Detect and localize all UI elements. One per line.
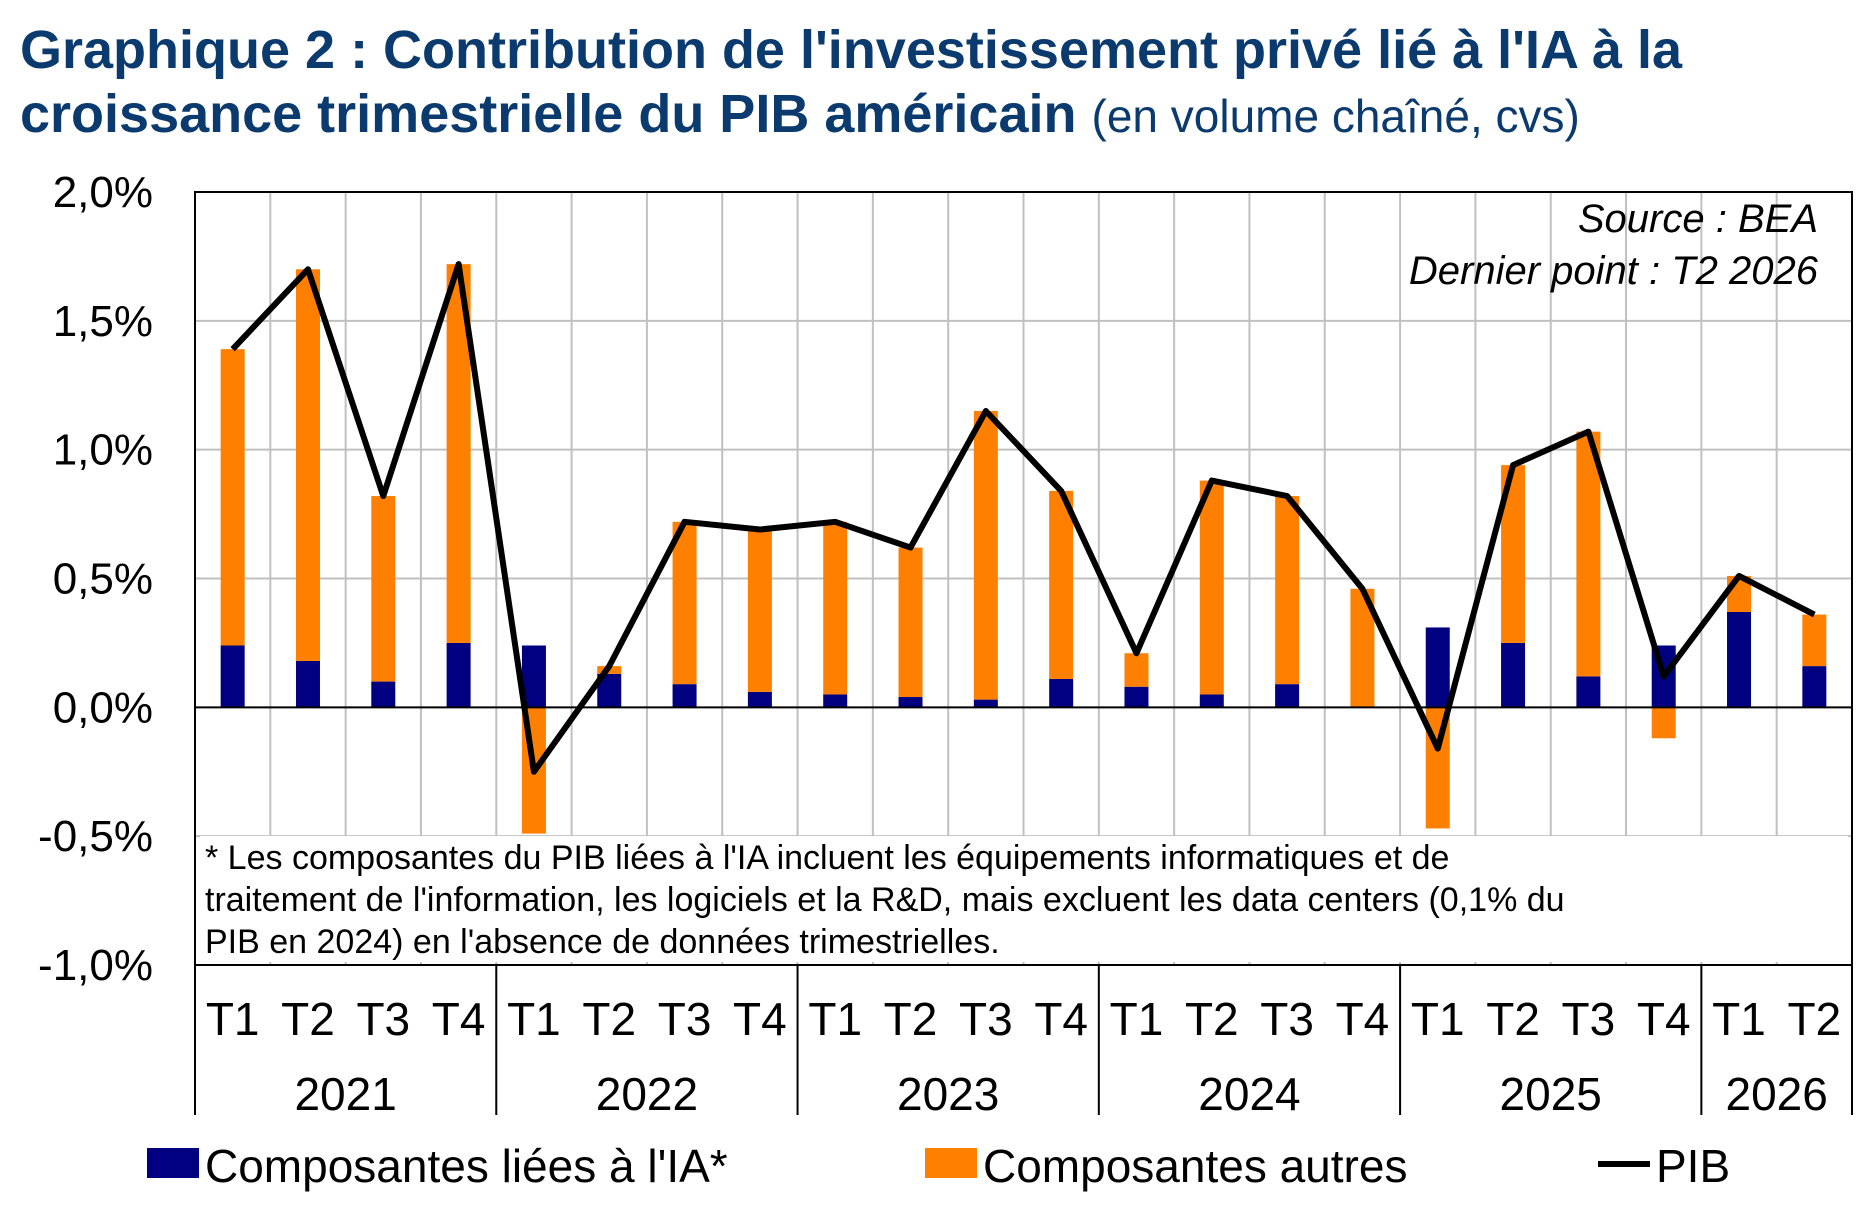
x-tick-label: T2 (582, 993, 636, 1045)
source-box: Source : BEA Dernier point : T2 2026 (1409, 197, 1819, 293)
bar-ai (973, 699, 998, 708)
x-tick-label: T4 (1336, 993, 1390, 1045)
bar-ai (1124, 686, 1149, 708)
chart-title-main: Graphique 2 : Contribution de l'investis… (20, 20, 1683, 144)
bar-ai (295, 660, 320, 708)
bar-ai (371, 681, 396, 708)
bar-ai (1049, 678, 1074, 708)
year-label: 2024 (1198, 1068, 1300, 1120)
bar-other (1199, 480, 1224, 695)
x-tick-label: T1 (808, 993, 862, 1045)
bar-other (1651, 707, 1676, 739)
bar-other (898, 547, 923, 698)
bar-ai (1425, 627, 1450, 708)
year-label: 2026 (1726, 1068, 1828, 1120)
bar-other (1275, 496, 1300, 685)
legend: Composantes liées à l'IA* Composantes aut… (147, 1140, 1730, 1192)
bar-ai (672, 684, 697, 708)
legend-other-swatch (925, 1148, 977, 1178)
bar-other (1802, 614, 1827, 667)
y-tick-label: 1,0% (53, 426, 153, 475)
axes (194, 191, 1853, 1115)
bar-other (1049, 490, 1074, 679)
x-tick-label: T2 (1486, 993, 1540, 1045)
y-tick-label: 2,0% (53, 168, 153, 217)
bars (220, 264, 1827, 834)
chart-title-subtitle: (en volume chaîné, cvs) (1091, 90, 1580, 142)
source-text: Source : BEA (1578, 197, 1818, 241)
bar-other (1124, 653, 1149, 687)
y-tick-label: -0,5% (38, 812, 153, 861)
y-tick-label: 1,5% (53, 297, 153, 346)
axis-labels: 2,0% 1,5% 1,0% 0,5% 0,0% -0,5% -1,0% T1 T2 T3 T4 T1… (38, 168, 1841, 1120)
x-tick-label: T3 (959, 993, 1013, 1045)
bar-other (672, 521, 697, 685)
x-tick-label: T3 (356, 993, 410, 1045)
legend-ai-label: Composantes liées à l'IA* (205, 1140, 728, 1192)
bar-other (823, 521, 848, 695)
x-tick-label: T3 (1260, 993, 1314, 1045)
year-label: 2025 (1500, 1068, 1602, 1120)
bar-other (295, 269, 320, 661)
y-tick-label: -1,0% (38, 941, 153, 990)
bar-ai (898, 697, 923, 708)
bar-ai (220, 645, 245, 708)
footnote-text: PIB en 2024) en l'absence de données tri… (205, 923, 1000, 961)
bar-ai (747, 691, 772, 708)
footnote-background (200, 836, 1848, 962)
bar-other (973, 411, 998, 700)
x-tick-label: T2 (281, 993, 335, 1045)
bar-ai (446, 642, 471, 708)
bar-other (1576, 431, 1601, 677)
chart-title: Graphique 2 : Contribution de l'investis… (20, 18, 1850, 148)
x-tick-label: T4 (1034, 993, 1088, 1045)
bar-ai (1802, 666, 1827, 708)
bar-ai (521, 645, 546, 708)
x-tick-label: T2 (1185, 993, 1239, 1045)
year-label: 2023 (897, 1068, 999, 1120)
bar-ai (1576, 676, 1601, 708)
year-label: 2022 (596, 1068, 698, 1120)
x-tick-label: T3 (1562, 993, 1616, 1045)
x-tick-label: T1 (507, 993, 561, 1045)
source-text: Dernier point : T2 2026 (1409, 249, 1819, 293)
x-tick-label: T4 (1637, 993, 1691, 1045)
gdp-line-group (230, 261, 1816, 775)
bar-other (747, 529, 772, 692)
x-tick-label: T4 (432, 993, 486, 1045)
x-tick-label: T4 (733, 993, 787, 1045)
x-tick-label: T1 (206, 993, 260, 1045)
bar-ai (1275, 684, 1300, 708)
bar-ai (823, 694, 848, 708)
footnote-text: * Les composantes du PIB liées à l'IA in… (205, 839, 1449, 877)
bar-ai (1501, 642, 1526, 708)
gdp-line (230, 261, 1816, 775)
y-tick-label: 0,5% (53, 555, 153, 604)
bar-other (371, 496, 396, 682)
x-tick-label: T2 (1787, 993, 1841, 1045)
bar-ai (1727, 611, 1752, 708)
legend-gdp-label: PIB (1656, 1140, 1730, 1192)
plot-border (194, 191, 1853, 966)
footnote: * Les composantes du PIB liées à l'IA in… (200, 836, 1848, 962)
y-tick-label: 0,0% (53, 683, 153, 732)
bar-ai (1199, 694, 1224, 708)
legend-other-label: Composantes autres (983, 1140, 1407, 1192)
x-tick-label: T3 (658, 993, 712, 1045)
x-tick-label: T2 (884, 993, 938, 1045)
legend-ai-swatch (147, 1148, 199, 1178)
footnote-text: traitement de l'information, les logicie… (205, 881, 1565, 919)
bar-other (220, 349, 245, 646)
x-tick-label: T1 (1411, 993, 1465, 1045)
year-label: 2021 (294, 1068, 396, 1120)
x-tick-label: T1 (1110, 993, 1164, 1045)
x-tick-label: T1 (1712, 993, 1766, 1045)
